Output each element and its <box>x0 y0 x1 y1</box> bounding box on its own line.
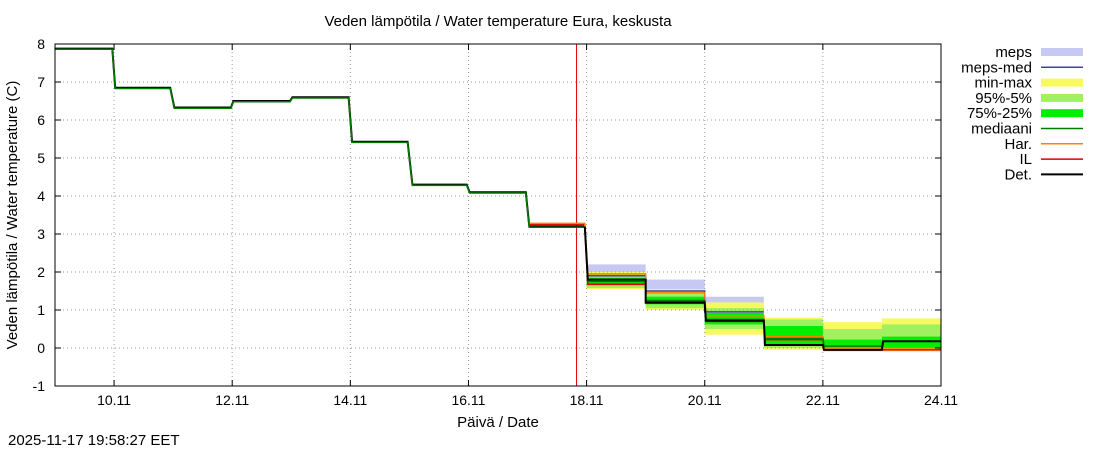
band-p75_25 <box>822 339 882 348</box>
x-tick-label: 14.11 <box>333 392 367 408</box>
band-p75_25 <box>763 325 823 345</box>
x-tick-label: 22.11 <box>806 392 840 408</box>
y-tick-label: 0 <box>37 340 45 356</box>
series-det <box>55 47 585 228</box>
y-tick-label: 4 <box>37 188 45 204</box>
y-tick-label: 8 <box>37 36 45 52</box>
x-tick-label: 24.11 <box>924 392 958 408</box>
plot-frame <box>54 43 942 387</box>
chart-title: Veden lämpötila / Water temperature Eura… <box>324 13 672 30</box>
legend-label-har: Har. <box>1004 136 1032 153</box>
y-tick-label: 3 <box>37 226 45 242</box>
timestamp: 2025-11-17 19:58:27 EET <box>8 432 180 449</box>
x-tick-label: 18.11 <box>570 392 604 408</box>
plot-area <box>54 43 942 387</box>
legend-swatch-p95_5 <box>1041 93 1083 102</box>
legend-label-median: mediaani <box>971 121 1032 138</box>
legend-label-meps: meps <box>995 44 1032 61</box>
y-tick-label: 5 <box>37 150 45 166</box>
y-tick-label: 7 <box>37 74 45 90</box>
legend-label-minmax: min-max <box>974 75 1032 92</box>
series-meps_med <box>586 275 764 313</box>
x-tick-label: 16.11 <box>451 392 485 408</box>
y-tick-label: -1 <box>33 378 46 394</box>
legend-swatch-p75_25 <box>1041 109 1083 118</box>
legend-label-meps_med: meps-med <box>961 59 1032 76</box>
axis-ticks: 10.11 12.11 14.11 16.11 18.11 20.11 22.11 24.11… <box>33 36 959 408</box>
legend-swatch-minmax <box>1041 78 1083 87</box>
y-tick-label: 6 <box>37 112 45 128</box>
legend-swatch-meps <box>1041 48 1083 56</box>
series-det <box>583 226 941 351</box>
legend: mepsmeps-medmin-max95%-5%75%-25%mediaani… <box>961 44 1083 183</box>
y-tick-label: 1 <box>37 302 45 318</box>
band-p75_25 <box>881 336 941 348</box>
x-tick-label: 12.11 <box>215 392 249 408</box>
legend-label-det: Det. <box>1004 166 1032 183</box>
y-axis-label: Veden lämpötila / Water temperature (C) <box>4 81 21 350</box>
band-p75_25 <box>704 313 764 325</box>
legend-label-il: IL <box>1019 151 1032 168</box>
x-tick-label: 20.11 <box>688 392 722 408</box>
x-axis-label: Päivä / Date <box>457 414 539 431</box>
legend-label-p75_25: 75%-25% <box>967 105 1032 122</box>
series-median <box>55 48 941 347</box>
legend-label-p95_5: 95%-5% <box>975 90 1032 107</box>
y-tick-label: 2 <box>37 264 45 280</box>
x-tick-label: 10.11 <box>97 392 131 408</box>
